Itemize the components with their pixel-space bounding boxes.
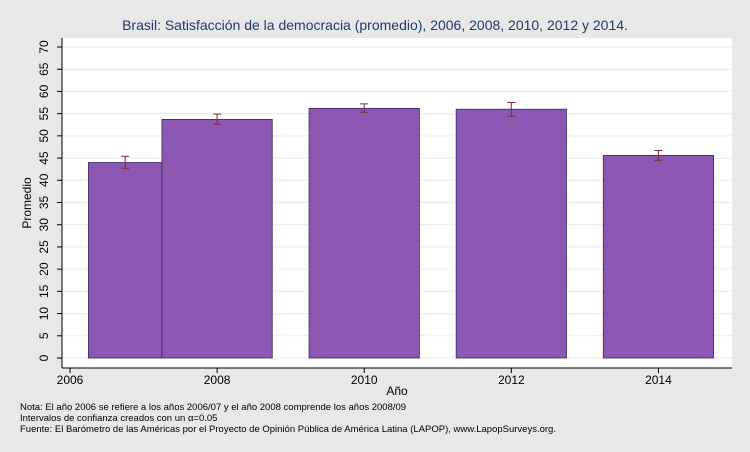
x-tick-label: 2008 xyxy=(204,373,231,387)
y-tick-label: 5 xyxy=(37,332,51,339)
y-tick-label: 25 xyxy=(37,240,51,254)
x-tick-label: 2006 xyxy=(57,373,84,387)
bar xyxy=(602,155,715,359)
y-tick-label: 60 xyxy=(37,84,51,98)
y-tick-label: 30 xyxy=(37,218,51,232)
y-tick-label: 0 xyxy=(37,354,51,361)
bar xyxy=(161,119,273,359)
y-tick-label: 70 xyxy=(37,40,51,54)
x-tick-label: 2012 xyxy=(498,373,525,387)
y-tick-label: 45 xyxy=(37,151,51,165)
y-tick-label: 15 xyxy=(37,284,51,298)
y-tick-label: 20 xyxy=(37,262,51,276)
y-tick-label: 55 xyxy=(37,107,51,121)
x-tick-label: 2014 xyxy=(645,373,672,387)
chart-title: Brasil: Satisfacción de la democracia (p… xyxy=(122,17,628,33)
y-tick-label: 40 xyxy=(37,173,51,187)
note-line-1: Nota: El año 2006 se refiere a los años … xyxy=(20,402,407,413)
y-tick-label: 10 xyxy=(37,307,51,321)
y-axis-label: Promedio xyxy=(20,177,34,229)
x-tick-label: 2010 xyxy=(351,373,378,387)
bar-chart: 0 5 10 15 20 25 30 35 40 45 50 55 60 65 70 2006 2008 2010… xyxy=(20,38,732,398)
y-tick-label: 35 xyxy=(37,196,51,210)
note-line-3: Fuente: El Barómetro de las Américas por… xyxy=(20,424,556,435)
bar xyxy=(455,108,567,359)
x-axis-label: Año xyxy=(386,384,408,398)
y-tick-label: 65 xyxy=(37,62,51,76)
bar xyxy=(308,107,420,359)
bar xyxy=(87,162,163,359)
note-line-2: Intervalos de confianza creados con un α… xyxy=(20,413,218,424)
y-tick-label: 50 xyxy=(37,129,51,143)
